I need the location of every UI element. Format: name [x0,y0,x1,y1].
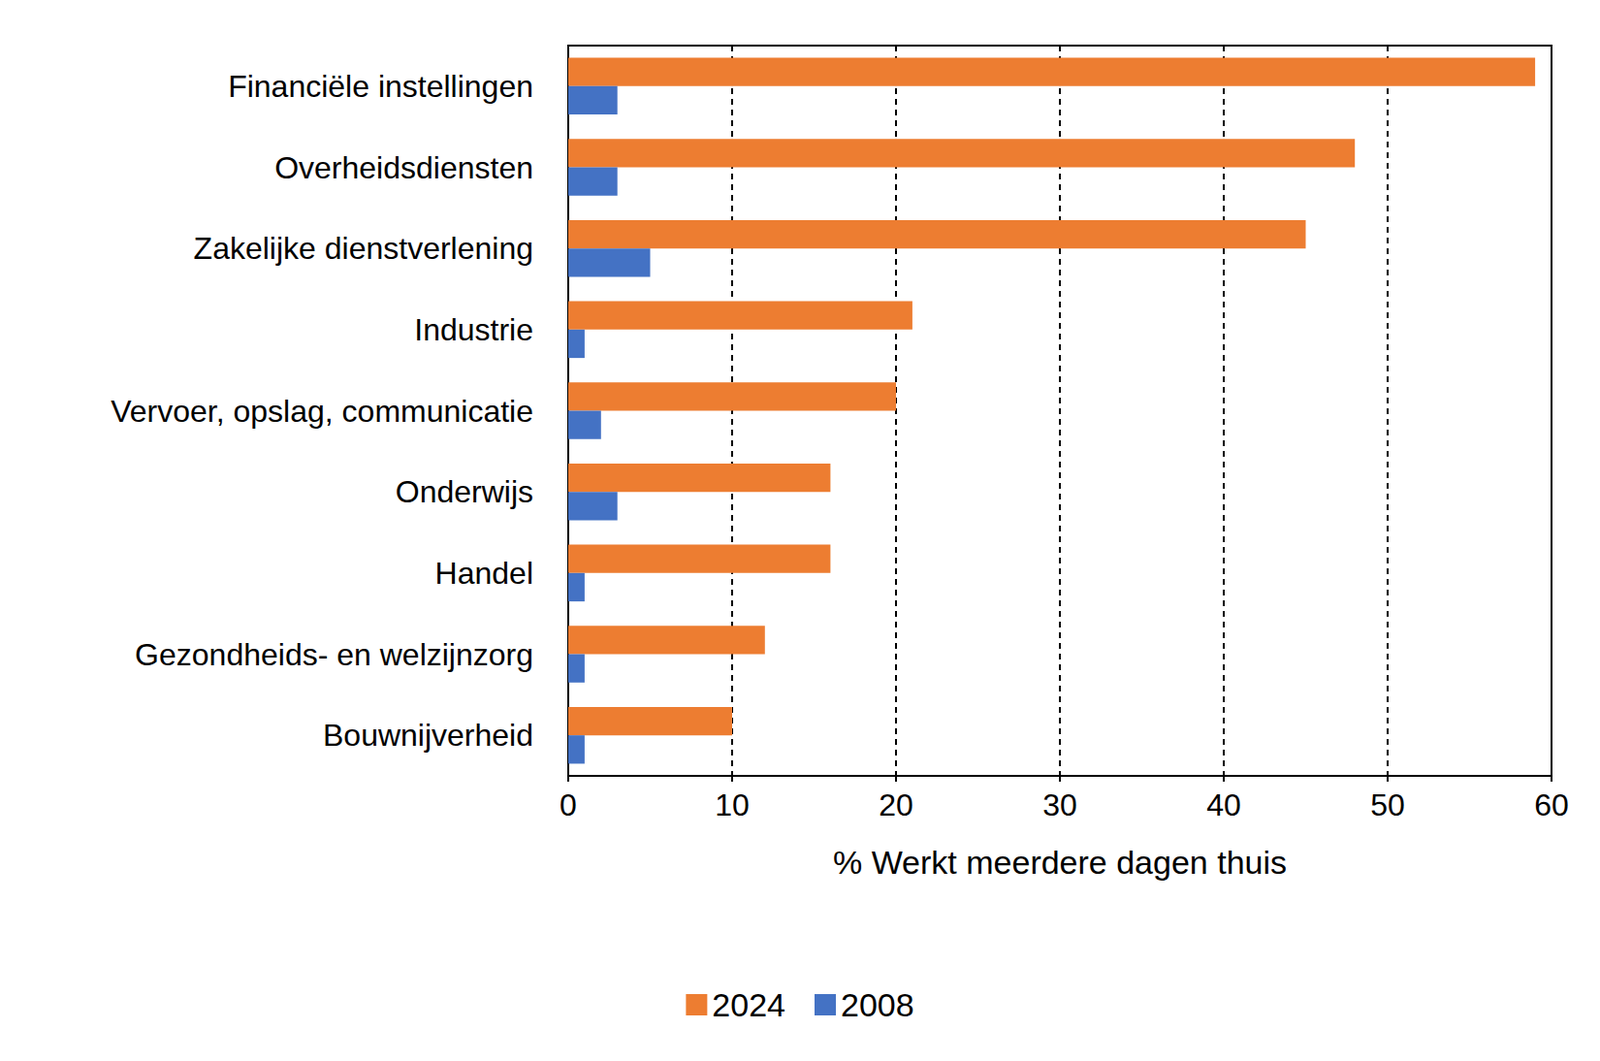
svg-text:Industrie: Industrie [414,312,534,348]
svg-text:Overheidsdiensten: Overheidsdiensten [274,150,534,186]
svg-text:40: 40 [1206,787,1242,823]
svg-text:Gezondheids- en welzijnzorg: Gezondheids- en welzijnzorg [134,637,534,672]
svg-text:Vervoer, opslag, communicatie: Vervoer, opslag, communicatie [110,393,534,429]
svg-text:50: 50 [1370,787,1406,823]
svg-text:Handel: Handel [435,555,534,591]
svg-text:Financiële instellingen: Financiële instellingen [227,68,534,104]
svg-text:2024: 2024 [711,986,786,1024]
svg-text:30: 30 [1042,787,1078,823]
svg-text:% Werkt meerdere dagen thuis: % Werkt meerdere dagen thuis [832,843,1287,881]
svg-text:60: 60 [1534,787,1569,823]
svg-text:2008: 2008 [840,986,915,1024]
svg-text:Zakelijke dienstverlening: Zakelijke dienstverlening [193,230,534,266]
svg-text:10: 10 [714,787,750,823]
svg-text:Bouwnijverheid: Bouwnijverheid [322,717,534,753]
svg-text:0: 0 [559,787,577,823]
svg-text:Onderwijs: Onderwijs [395,474,534,510]
svg-text:20: 20 [878,787,914,823]
